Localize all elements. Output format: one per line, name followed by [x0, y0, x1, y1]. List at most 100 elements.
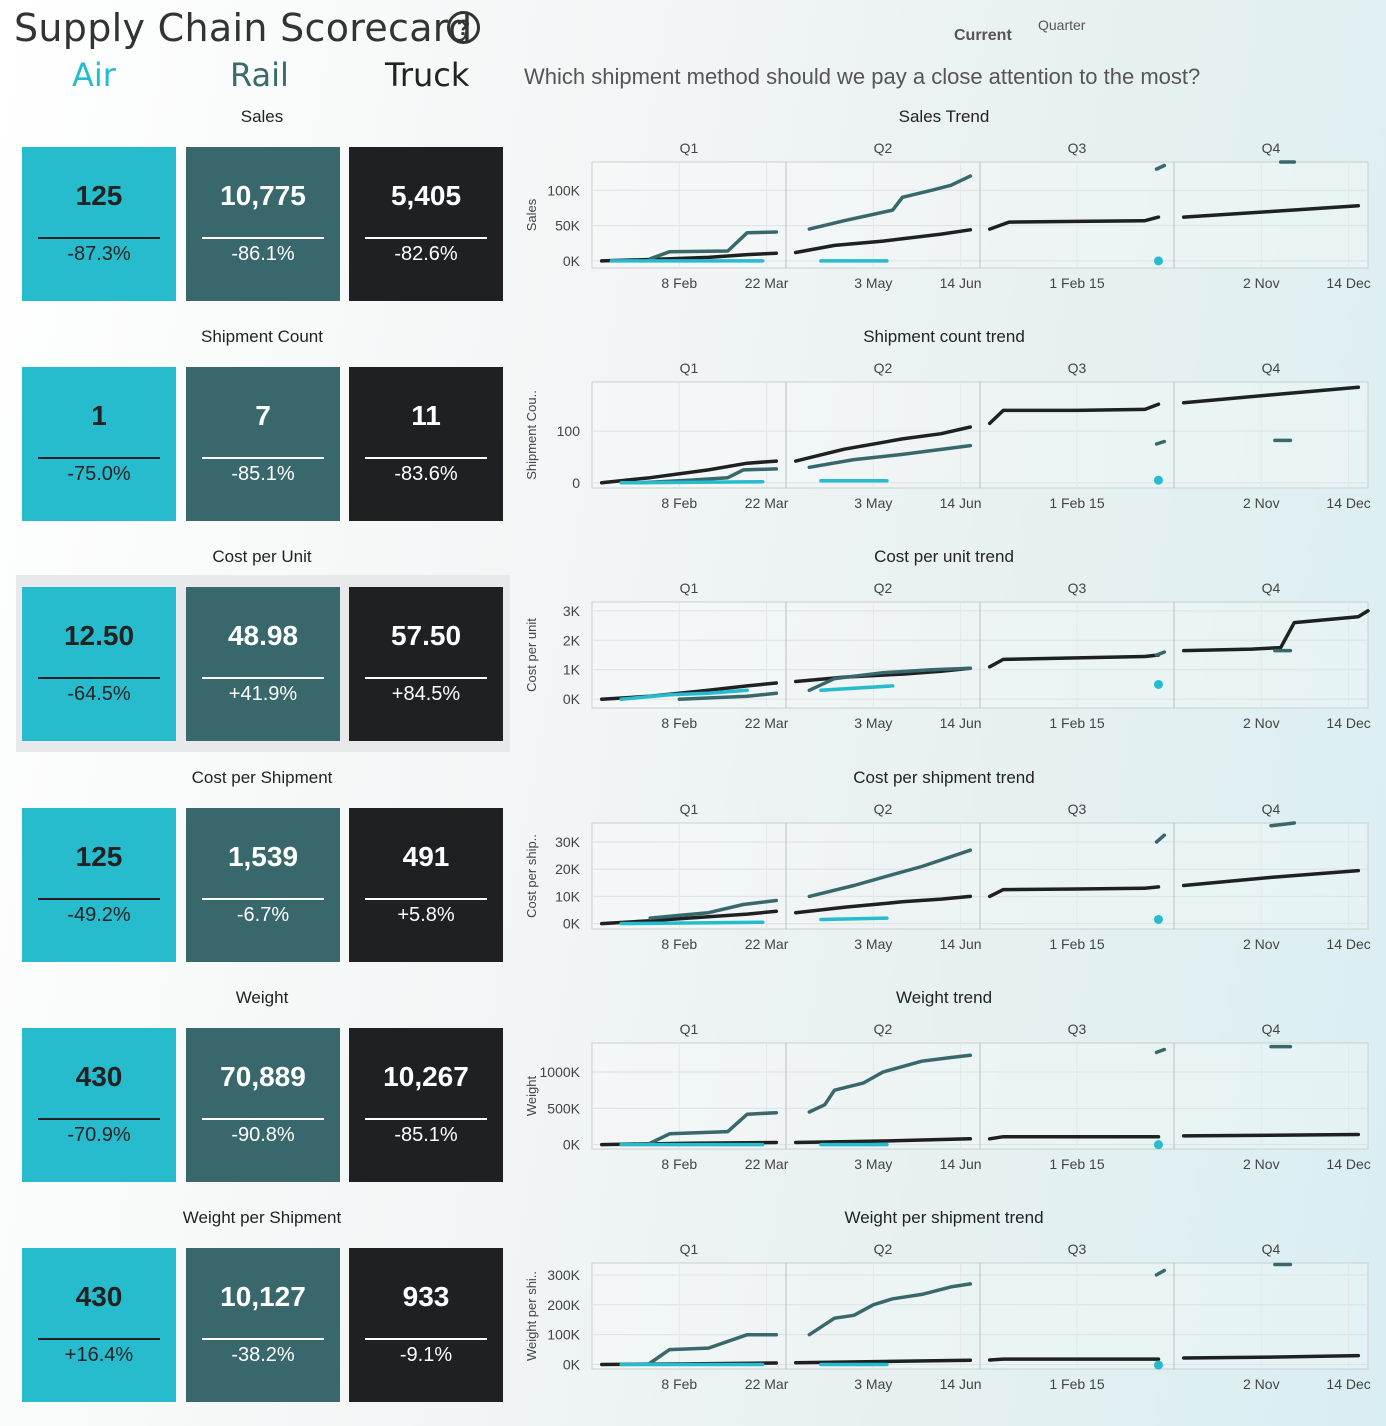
x-tick-label: 14 Dec: [1326, 1156, 1370, 1172]
y-tick-label: 3K: [563, 603, 581, 619]
kpi-value: 10,127: [220, 1281, 306, 1312]
metric-title: Cost per Shipment: [191, 767, 333, 787]
panel-header: Q4: [1262, 580, 1281, 596]
series-line-truck: [1181, 868, 1361, 887]
kpi-card-air[interactable]: 125 -49.2%: [22, 807, 176, 962]
kpi-divider: [38, 1338, 160, 1340]
kpi-value: 125: [75, 840, 123, 872]
kpi-value: 57.50: [390, 620, 462, 652]
panel-header: Q4: [1262, 1241, 1281, 1257]
x-tick-label: 14 Jun: [940, 495, 982, 511]
kpi-card-truck[interactable]: 933 -9.1%: [349, 1248, 503, 1402]
dashboard-question: Which shipment method should we pay a cl…: [524, 64, 1201, 89]
kpi-card-rail[interactable]: 70,889 -90.8%: [186, 1027, 340, 1182]
current-label[interactable]: Current: [954, 27, 1012, 44]
x-tick-label: 8 Feb: [661, 1376, 697, 1392]
kpi-change: +41.9%: [228, 683, 298, 706]
y-tick-label: 300K: [547, 1267, 580, 1283]
kpi-card-truck[interactable]: 57.50 +84.5%: [349, 587, 503, 742]
question-circle-icon[interactable]: ?: [447, 11, 480, 44]
y-axis-label: Weight per shi..: [524, 1271, 539, 1361]
kpi-change: -75.0%: [67, 463, 131, 486]
panel-header: Q1: [680, 580, 699, 596]
trend-chart[interactable]: Shipment Cou.. 0 100 Q1 8 Feb 22 Mar Q2 3 May 14…: [514, 354, 1374, 514]
x-tick-label: 1 Feb 15: [1049, 495, 1104, 511]
y-tick-label: 100K: [547, 1327, 580, 1343]
trend-chart[interactable]: Cost per unit 0K 1K 2K 3K Q1 8 Feb 22 Mar Q2 3 Ma…: [514, 574, 1374, 734]
kpi-card-air[interactable]: 430 +16.4%: [22, 1248, 176, 1402]
mode-label-truck[interactable]: Truck: [385, 56, 470, 94]
kpi-value: 10,267: [383, 1060, 469, 1092]
x-tick-label: 14 Jun: [940, 715, 982, 731]
panel-header: Q3: [1068, 1241, 1087, 1257]
y-axis-label: Cost per unit: [524, 618, 539, 692]
series-line-truck: [793, 894, 973, 915]
kpi-card-truck[interactable]: 5,405 -82.6%: [349, 147, 503, 301]
series-line-rail: [807, 848, 973, 898]
kpi-card-air[interactable]: 12.50 -64.5%: [22, 587, 176, 742]
kpi-card-rail[interactable]: 48.98 +41.9%: [186, 587, 340, 742]
kpi-divider: [365, 1117, 487, 1120]
trend-chart[interactable]: Weight per shi.. 0K 100K 200K 300K Q1 8 Feb 22 …: [514, 1235, 1374, 1395]
series-line-rail: [807, 1053, 973, 1114]
x-tick-label: 14 Jun: [940, 1156, 982, 1172]
x-tick-label: 8 Feb: [661, 715, 697, 731]
series-line-rail: [1154, 1047, 1167, 1054]
series-line-truck: [987, 215, 1161, 231]
y-axis-label: Sales: [524, 198, 539, 231]
series-line-truck: [987, 402, 1161, 426]
series-line-rail: [807, 174, 973, 231]
series-point-air: [1153, 256, 1163, 266]
series-point-air: [1153, 914, 1163, 924]
x-tick-label: 22 Mar: [745, 275, 789, 291]
y-tick-label: 20K: [555, 861, 581, 877]
chart-title: Sales Trend: [898, 107, 990, 126]
metric-title: Weight per Shipment: [182, 1208, 342, 1227]
kpi-card-rail[interactable]: 1,539 -6.7%: [186, 807, 340, 962]
series-line-air: [819, 915, 889, 921]
kpi-card-rail[interactable]: 7 -85.1%: [186, 367, 340, 522]
panel-header: Q2: [874, 1021, 893, 1037]
x-tick-label: 1 Feb 15: [1049, 936, 1104, 952]
kpi-divider: [202, 897, 324, 900]
kpi-value: 48.98: [227, 620, 299, 652]
kpi-card-air[interactable]: 1 -75.0%: [22, 367, 176, 522]
kpi-card-truck[interactable]: 491 +5.8%: [349, 807, 503, 962]
kpi-card-air[interactable]: 430 -70.9%: [22, 1027, 176, 1182]
quarter-label[interactable]: Quarter: [1038, 17, 1086, 33]
kpi-divider: [38, 457, 160, 460]
x-tick-label: 1 Feb 15: [1049, 275, 1104, 291]
series-line-rail: [1269, 820, 1297, 828]
kpi-change: -6.7%: [236, 903, 290, 926]
panel-header: Q2: [874, 140, 893, 156]
kpi-divider: [202, 1338, 324, 1340]
trend-chart[interactable]: Weight 0K 500K 1000K Q1 8 Feb 22 Mar Q2 3 May 14 …: [514, 1015, 1374, 1175]
kpi-card-air[interactable]: 125 -87.3%: [22, 147, 176, 301]
x-tick-label: 2 Nov: [1243, 495, 1280, 511]
trend-chart[interactable]: Cost per ship.. 0K 10K 20K 30K Q1 8 Feb 22 Mar Q…: [514, 795, 1374, 955]
kpi-change: +84.5%: [391, 683, 461, 706]
kpi-card-truck[interactable]: 11 -83.6%: [349, 367, 503, 522]
kpi-value: 491: [402, 840, 450, 872]
mode-label-air[interactable]: Air: [72, 56, 116, 94]
kpi-divider: [365, 677, 487, 680]
series-line-rail: [807, 666, 973, 693]
y-axis-label: Shipment Cou..: [524, 390, 539, 480]
mode-label-rail[interactable]: Rail: [230, 56, 289, 94]
panel-header: Q3: [1068, 360, 1087, 376]
x-tick-label: 14 Dec: [1326, 936, 1370, 952]
x-tick-label: 14 Dec: [1326, 1376, 1370, 1392]
kpi-divider: [38, 1117, 160, 1120]
series-line-truck: [793, 228, 973, 255]
kpi-card-rail[interactable]: 10,127 -38.2%: [186, 1248, 340, 1402]
kpi-card-rail[interactable]: 10,775 -86.1%: [186, 147, 340, 301]
chart-title: Weight per shipment trend: [844, 1208, 1044, 1227]
trend-chart[interactable]: Sales 0K 50K 100K Q1 8 Feb 22 Mar Q2 3 May 14 Jun…: [514, 134, 1374, 294]
kpi-card-truck[interactable]: 10,267 -85.1%: [349, 1027, 503, 1182]
series-line-truck: [1181, 385, 1361, 405]
series-line-truck: [793, 425, 973, 464]
x-tick-label: 8 Feb: [661, 495, 697, 511]
series-line-air: [819, 684, 895, 693]
y-tick-label: 200K: [547, 1297, 580, 1313]
x-tick-label: 14 Jun: [940, 936, 982, 952]
